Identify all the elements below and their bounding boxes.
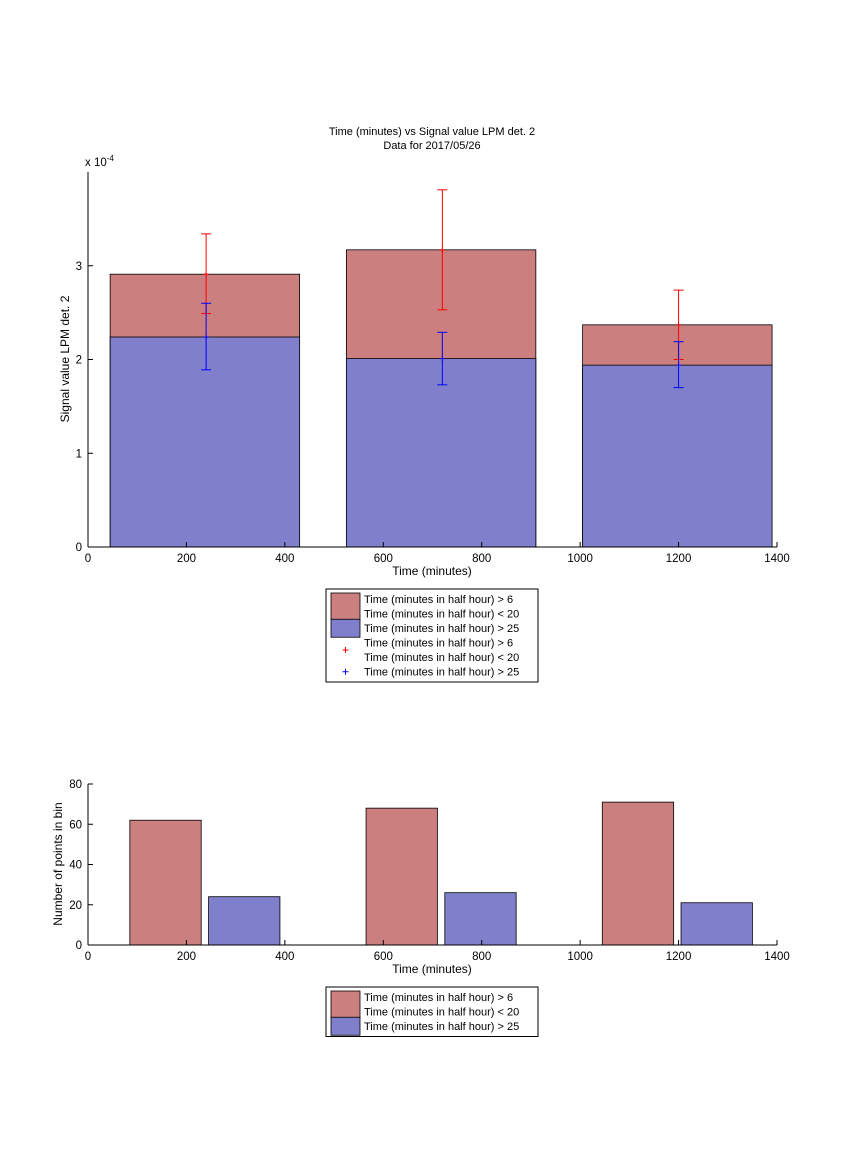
top-y-exponent: x 10-4	[85, 154, 114, 169]
top-legend-box	[325, 588, 539, 683]
bottom-x-tick-label: 800	[472, 951, 491, 963]
bottom-plot-area: 0 200 400 600 800 1000 1200 1400 0 20 40 60 80	[69, 779, 790, 963]
top-bar-blue	[345, 358, 537, 548]
bottom-y-tick-label: 20	[69, 900, 82, 912]
bottom-x-tick-label: 1400	[764, 951, 790, 963]
bottom-x-tick-label: 200	[177, 951, 196, 963]
top-legend-entry-label: Time (minutes in half hour) > 6	[364, 638, 513, 650]
bottom-legend-entry-label: Time (minutes in half hour) > 6	[364, 992, 513, 1004]
bottom-x-tick-label: 0	[85, 951, 91, 963]
top-y-tick-label: 1	[76, 448, 82, 460]
bottom-legend-box	[325, 986, 539, 1037]
bottom-y-tick-label: 0	[76, 940, 82, 952]
bottom-bar-red	[601, 801, 675, 946]
bottom-legend: Time (minutes in half hour) > 6 Time (min…	[325, 986, 539, 1037]
top-x-tick-label: 600	[374, 553, 393, 565]
bottom-legend-swatch-red	[330, 990, 361, 1019]
bottom-bar-red	[129, 819, 202, 946]
bottom-legend-entry-label: Time (minutes in half hour) < 20	[364, 1007, 519, 1019]
top-legend-entry-label: Time (minutes in half hour) > 25	[364, 623, 519, 635]
bottom-y-tick-label: 40	[69, 860, 82, 872]
top-x-tick-label: 400	[275, 553, 294, 565]
top-plot-area: 0 200 400 600 800 1000 1200 1400 0 1 2 3	[76, 172, 790, 565]
top-y-tick-label: 0	[76, 542, 82, 554]
top-x-tick-label: 1200	[666, 553, 692, 565]
bottom-x-tick-label: 1000	[567, 951, 593, 963]
bottom-y-tick-label: 80	[69, 779, 82, 791]
top-legend-swatch-red	[330, 592, 361, 621]
top-chart-subtitle: Data for 2017/05/26	[383, 140, 480, 152]
top-legend-entry-label: Time (minutes in half hour) > 25	[364, 667, 519, 679]
top-bar-blue	[582, 364, 773, 548]
bottom-legend-entry-label: Time (minutes in half hour) > 25	[364, 1021, 519, 1033]
bottom-y-tick-label: 60	[69, 819, 82, 831]
top-x-axis-label: Time (minutes)	[392, 564, 472, 578]
top-x-tick-label: 1400	[764, 553, 790, 565]
top-x-tick-label: 0	[85, 553, 91, 565]
top-x-tick-label: 1000	[567, 553, 593, 565]
bottom-bar-blue	[208, 896, 281, 946]
bottom-x-tick-label: 600	[374, 951, 393, 963]
bottom-y-axis-label: Number of points in bin	[51, 802, 65, 925]
top-bar-blue	[109, 336, 301, 548]
bottom-bar-blue	[680, 902, 753, 946]
top-chart-title: Time (minutes) vs Signal value LPM det. …	[329, 126, 535, 138]
top-y-tick-label: 3	[76, 261, 82, 273]
top-x-tick-label: 800	[472, 553, 491, 565]
top-y-axis-label: Signal value LPM det. 2	[58, 295, 72, 422]
bottom-x-axis-label: Time (minutes)	[392, 962, 472, 976]
top-legend: Time (minutes in half hour) > 6 Time (min…	[325, 588, 539, 683]
top-y-exponent-power: -4	[107, 154, 115, 163]
top-y-tick-label: 2	[76, 355, 82, 367]
bottom-x-tick-label: 1200	[666, 951, 692, 963]
top-legend-entry-label: Time (minutes in half hour) < 20	[364, 652, 519, 664]
bottom-legend-swatch-blue	[330, 1016, 361, 1036]
top-legend-entry-label: Time (minutes in half hour) < 20	[364, 609, 519, 621]
bottom-bar-blue	[444, 892, 517, 946]
top-legend-swatch-blue	[330, 618, 361, 638]
top-legend-entry-label: Time (minutes in half hour) > 6	[364, 594, 513, 606]
bottom-bar-red	[365, 807, 438, 946]
top-y-exponent-base: x 10	[85, 157, 107, 169]
top-x-tick-label: 200	[177, 553, 196, 565]
bottom-x-tick-label: 400	[275, 951, 294, 963]
